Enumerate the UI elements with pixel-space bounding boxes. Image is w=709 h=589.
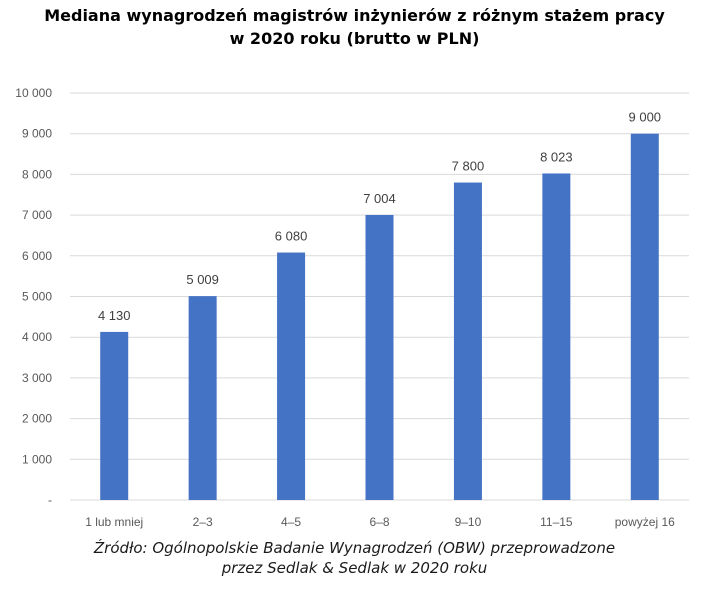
- source-note-line-1: Źródło: Ogólnopolskie Badanie Wynagrodze…: [93, 539, 616, 557]
- gridlines: [70, 92, 689, 501]
- x-tick-label-3: 6–8: [369, 515, 389, 529]
- bar-5: [542, 173, 571, 500]
- chart-title-line-2: w 2020 roku (brutto w PLN): [229, 29, 480, 48]
- y-tick-label-10: 10 000: [15, 86, 52, 100]
- y-tick-label-8: 8 000: [22, 167, 52, 181]
- y-tick-label-7: 7 000: [22, 208, 52, 222]
- x-tick-label-2: 4–5: [281, 515, 301, 529]
- y-axis-tick-labels: - 1 000 2 000 3 000 4 000 5 000 6 000 7 000 8 00…: [15, 86, 52, 507]
- y-tick-label-4: 4 000: [22, 330, 52, 344]
- x-tick-label-4: 9–10: [455, 515, 482, 529]
- source-note-line-2: przez Sedlak & Sedlak w 2020 roku: [221, 559, 488, 577]
- y-tick-label-5: 5 000: [22, 290, 52, 304]
- data-label-2: 6 080: [275, 229, 308, 244]
- y-tick-label-9: 9 000: [22, 127, 52, 141]
- data-label-3: 7 004: [363, 191, 396, 206]
- source-note: Źródło: Ogólnopolskie Badanie Wynagrodze…: [0, 538, 709, 578]
- bar-3: [365, 214, 394, 500]
- x-tick-label-6: powyżej 16: [615, 515, 675, 529]
- y-tick-label-0: -: [48, 493, 52, 507]
- data-label-0: 4 130: [98, 308, 131, 323]
- bar-2: [277, 252, 306, 500]
- chart-title: Mediana wynagrodzeń magistrów inżynierów…: [0, 4, 709, 50]
- bar-4: [453, 182, 482, 501]
- data-label-1: 5 009: [186, 272, 219, 287]
- bar-0: [100, 331, 129, 500]
- bar-1: [188, 296, 217, 500]
- x-axis-tick-labels: 1 lub mniej 2–3 4–5 6–8 9–10 11–15 powyżej 16: [85, 515, 675, 529]
- data-labels: 4 130 5 009 6 080 7 004 7 800 8 023 9 000: [98, 110, 661, 323]
- bars: [100, 133, 659, 501]
- y-tick-label-3: 3 000: [22, 371, 52, 385]
- data-label-5: 8 023: [540, 149, 573, 164]
- x-tick-label-1: 2–3: [193, 515, 213, 529]
- y-tick-label-1: 1 000: [22, 452, 52, 466]
- y-tick-label-6: 6 000: [22, 249, 52, 263]
- chart-title-line-1: Mediana wynagrodzeń magistrów inżynierów…: [44, 6, 665, 25]
- x-tick-label-0: 1 lub mniej: [85, 515, 143, 529]
- data-label-6: 9 000: [629, 110, 662, 125]
- x-tick-label-5: 11–15: [540, 515, 573, 529]
- data-label-4: 7 800: [452, 159, 485, 174]
- y-tick-label-2: 2 000: [22, 412, 52, 426]
- bar-6: [630, 133, 659, 500]
